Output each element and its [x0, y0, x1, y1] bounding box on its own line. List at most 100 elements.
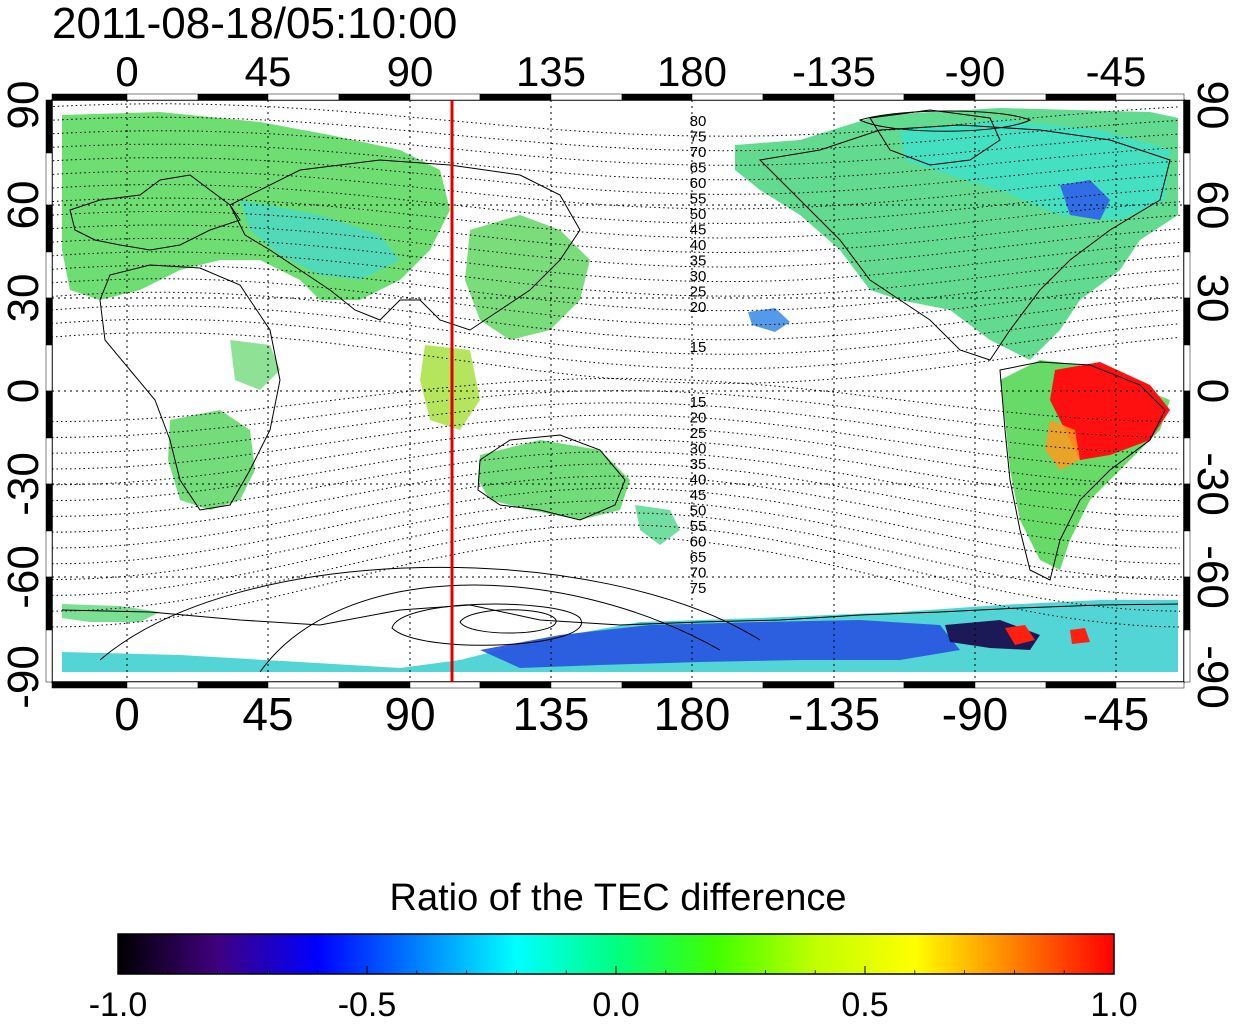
tec-patch-south-pacific-band: [62, 604, 160, 622]
latitude-labels-right: 90 60 30 0 -30 -60 -90: [1188, 81, 1237, 709]
axis-tick-bars: [45, 93, 1191, 689]
colorbar-tick-label: -0.5: [338, 986, 397, 1024]
lat-label-left: -60: [0, 545, 48, 609]
lon-label-bottom: 0: [114, 688, 140, 740]
magnetic-latitude-contours-dotted: [52, 103, 1181, 628]
mlat-contour-north: [52, 291, 1181, 341]
contour-label-north: 20: [690, 299, 707, 316]
contour-label-north: 50: [690, 206, 707, 223]
mlat-contour-north: [52, 211, 1181, 254]
coastline-south-america: [999, 361, 1166, 581]
coastline-antarctica: [61, 603, 1179, 626]
contour-label-south: 75: [690, 580, 707, 597]
lon-label-top: 0: [115, 48, 138, 95]
contour-label-south: 60: [690, 534, 707, 551]
magnetic-latitude-contours-solid: [99, 110, 1032, 673]
longitude-labels-top: 0 45 90 135 180 -135 -90 -45: [115, 48, 1146, 95]
map-gridlines: [52, 100, 1184, 682]
tec-patch-australia: [478, 440, 630, 520]
colorbar: Ratio of the TEC difference -1.0 -0.5 0.0 0…: [89, 877, 1138, 1024]
lon-label-bottom: 90: [384, 688, 435, 740]
plot-title: 2011-08-18/05:10:00: [52, 0, 457, 48]
contour-label-north: 45: [690, 222, 707, 239]
coastline-australia: [477, 434, 626, 521]
tec-patch-pacific-blue: [748, 308, 790, 332]
mlat-contour-north: [52, 237, 1181, 283]
tec-patch-canada-blue: [1060, 180, 1110, 220]
contour-label-north: 30: [690, 268, 707, 285]
lat-label-left: 0: [0, 379, 48, 403]
contour-ellipse-inner: [459, 609, 557, 634]
contour-arc-1: [259, 584, 721, 673]
contour-label-north: 75: [690, 129, 707, 146]
mlat-contour-south: [52, 414, 1181, 470]
tec-patch-brazil-red: [1050, 362, 1170, 460]
tick-bar-left: [45, 629, 53, 683]
tec-patch-antarctic-blue: [480, 620, 960, 668]
contour-label-north: 40: [690, 237, 707, 254]
contour-label-south: 20: [690, 410, 707, 427]
colorbar-tick-label: 1.0: [1090, 986, 1137, 1024]
contour-label-north: 70: [690, 144, 707, 161]
tec-patch-antarctic-red: [1005, 625, 1090, 645]
mlat-contour-north: [52, 157, 1181, 195]
lon-label-top: 90: [387, 48, 434, 95]
mlat-contour-north: [52, 332, 1181, 384]
coastline-asia: [229, 159, 581, 331]
mlat-contour-south: [52, 500, 1181, 581]
mlat-contour-south: [52, 512, 1181, 596]
mlat-contour-north: [52, 264, 1181, 312]
lat-label-right: 0: [1188, 379, 1237, 403]
contour-label-north: 55: [690, 191, 707, 208]
contour-north-ellipse: [858, 110, 1032, 132]
lon-label-top: -45: [1086, 48, 1147, 95]
lon-label-top: 45: [245, 48, 292, 95]
lon-label-top: -135: [792, 48, 876, 95]
tec-data-layer: [62, 108, 1178, 672]
mlat-contour-north: [52, 305, 1181, 355]
mlat-contour-north: [52, 116, 1181, 152]
coastlines: [61, 109, 1179, 626]
contour-label-south: 55: [690, 518, 707, 535]
lat-label-left: -90: [0, 645, 48, 709]
mlat-contour-north: [52, 197, 1181, 239]
lon-label-top: 180: [657, 48, 727, 95]
lon-label-top: -90: [945, 48, 1006, 95]
coastline-africa: [99, 264, 281, 511]
tick-bar-top: [1115, 93, 1185, 101]
tec-patch-brazil-orange: [1045, 420, 1080, 470]
contour-arc-2: [99, 566, 761, 661]
mlat-contour-south: [52, 475, 1181, 549]
contour-label-south: 40: [690, 472, 707, 489]
mlat-contour-north: [52, 251, 1181, 297]
lat-label-right: -30: [1188, 452, 1237, 516]
colorbar-tick-label: 0.0: [592, 986, 639, 1024]
lon-label-bottom: -135: [788, 688, 880, 740]
mlat-contour-south: [52, 426, 1181, 486]
contour-label-north: 25: [690, 284, 707, 301]
mlat-contour-north: [52, 224, 1181, 268]
contour-label-south: 30: [690, 441, 707, 458]
contour-label-north: 15: [690, 339, 707, 356]
tick-bar-right: [1183, 629, 1191, 683]
contour-label-south: 70: [690, 565, 707, 582]
contour-ellipse-outer: [391, 603, 582, 646]
tec-patch-eurasia-cyan: [240, 200, 400, 280]
tec-patch-indonesia: [420, 345, 480, 430]
tec-patch-new-zealand: [635, 505, 680, 545]
contour-label-south: 25: [690, 425, 707, 442]
mlat-contour-south: [52, 487, 1181, 565]
contour-label-south: 15: [690, 394, 707, 411]
mlat-contour-north: [52, 170, 1181, 210]
lat-label-right: -60: [1188, 545, 1237, 609]
contour-label-south: 35: [690, 456, 707, 473]
lat-label-left: 90: [0, 81, 48, 130]
lat-label-right: 90: [1188, 81, 1237, 130]
contour-label-south: 65: [690, 549, 707, 566]
coastline-europe: [69, 174, 241, 251]
contour-label-north: 65: [690, 160, 707, 177]
